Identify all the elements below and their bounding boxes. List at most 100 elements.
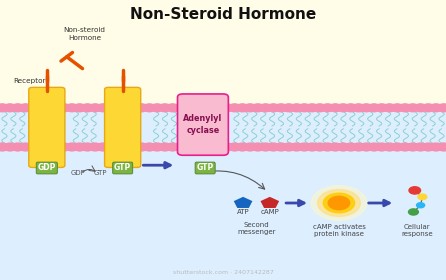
Text: Adenylyl: Adenylyl	[183, 114, 223, 123]
Circle shape	[12, 104, 24, 112]
Circle shape	[166, 143, 179, 151]
Circle shape	[383, 104, 396, 112]
Circle shape	[213, 143, 225, 151]
Circle shape	[418, 194, 427, 200]
Circle shape	[104, 143, 117, 151]
Circle shape	[321, 143, 334, 151]
Circle shape	[205, 104, 218, 112]
Text: Non-steroid
Hormone: Non-steroid Hormone	[64, 27, 106, 41]
Circle shape	[174, 104, 186, 112]
Circle shape	[337, 143, 349, 151]
Circle shape	[50, 104, 63, 112]
Circle shape	[89, 104, 101, 112]
Circle shape	[58, 143, 70, 151]
Circle shape	[368, 143, 380, 151]
Circle shape	[275, 104, 287, 112]
Circle shape	[58, 104, 70, 112]
Bar	[0, 109, 446, 280]
Text: GDP: GDP	[70, 170, 86, 176]
Circle shape	[198, 143, 210, 151]
Circle shape	[306, 143, 318, 151]
Circle shape	[42, 143, 55, 151]
Circle shape	[128, 143, 140, 151]
Circle shape	[422, 104, 434, 112]
Circle shape	[352, 104, 365, 112]
Circle shape	[438, 143, 446, 151]
Circle shape	[376, 143, 388, 151]
Circle shape	[50, 143, 63, 151]
Circle shape	[383, 143, 396, 151]
Circle shape	[182, 143, 194, 151]
Circle shape	[244, 104, 256, 112]
Circle shape	[298, 143, 310, 151]
Circle shape	[120, 143, 132, 151]
Circle shape	[104, 104, 117, 112]
Circle shape	[174, 143, 186, 151]
Text: cAMP: cAMP	[260, 209, 279, 215]
Circle shape	[159, 104, 171, 112]
Text: GDP: GDP	[37, 164, 56, 172]
Circle shape	[190, 104, 202, 112]
Circle shape	[27, 143, 39, 151]
Circle shape	[311, 186, 367, 220]
Circle shape	[97, 143, 109, 151]
Circle shape	[81, 104, 94, 112]
Text: Non-Steroid Hormone: Non-Steroid Hormone	[130, 7, 316, 22]
Circle shape	[128, 104, 140, 112]
Circle shape	[166, 104, 179, 112]
Circle shape	[314, 104, 326, 112]
Circle shape	[136, 143, 148, 151]
Circle shape	[35, 104, 47, 112]
Circle shape	[182, 104, 194, 112]
Circle shape	[283, 104, 295, 112]
Text: cAMP activates
protein kinase: cAMP activates protein kinase	[313, 224, 365, 237]
Circle shape	[391, 104, 404, 112]
Circle shape	[290, 143, 303, 151]
Circle shape	[136, 104, 148, 112]
Circle shape	[159, 143, 171, 151]
Circle shape	[399, 143, 411, 151]
Text: ATP: ATP	[237, 209, 249, 215]
Circle shape	[306, 104, 318, 112]
Circle shape	[283, 143, 295, 151]
Circle shape	[360, 104, 372, 112]
Circle shape	[42, 104, 55, 112]
Circle shape	[414, 143, 427, 151]
Circle shape	[27, 104, 39, 112]
Circle shape	[236, 143, 248, 151]
Circle shape	[422, 143, 434, 151]
FancyBboxPatch shape	[178, 94, 228, 155]
Circle shape	[4, 104, 16, 112]
Circle shape	[81, 143, 94, 151]
Circle shape	[345, 104, 357, 112]
Circle shape	[321, 104, 334, 112]
Circle shape	[414, 104, 427, 112]
Circle shape	[205, 143, 218, 151]
Circle shape	[221, 143, 233, 151]
Polygon shape	[260, 197, 279, 208]
Circle shape	[318, 190, 360, 216]
Circle shape	[260, 143, 272, 151]
Text: GTP: GTP	[114, 164, 131, 172]
Circle shape	[260, 104, 272, 112]
Circle shape	[438, 104, 446, 112]
Circle shape	[252, 104, 264, 112]
Circle shape	[143, 104, 156, 112]
Text: cyclase: cyclase	[186, 126, 219, 135]
Circle shape	[399, 104, 411, 112]
Circle shape	[221, 104, 233, 112]
Text: shutterstock.com · 2407142287: shutterstock.com · 2407142287	[173, 270, 273, 275]
FancyBboxPatch shape	[104, 87, 141, 167]
Circle shape	[143, 143, 156, 151]
Circle shape	[252, 143, 264, 151]
Circle shape	[213, 104, 225, 112]
Text: GTP: GTP	[94, 170, 107, 176]
Circle shape	[328, 196, 350, 210]
Circle shape	[19, 104, 32, 112]
Circle shape	[228, 143, 241, 151]
Circle shape	[236, 104, 248, 112]
Circle shape	[267, 104, 280, 112]
Circle shape	[0, 104, 8, 112]
Circle shape	[430, 143, 442, 151]
Text: GTP: GTP	[197, 164, 214, 172]
